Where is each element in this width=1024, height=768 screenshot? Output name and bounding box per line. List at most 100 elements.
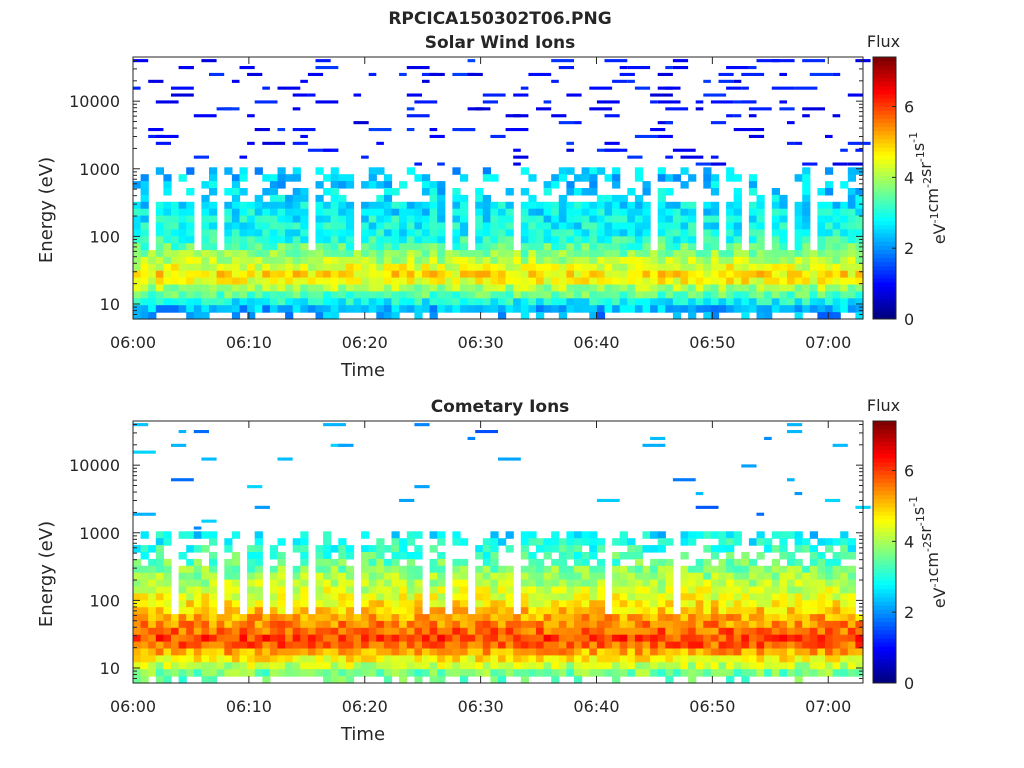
heatmap-cell [520,655,529,663]
heatmap-cell [429,607,438,615]
heatmap-cell [558,312,567,320]
heatmap-cell [406,607,415,615]
heatmap-cell [361,201,370,210]
colorbar-swatch [873,155,896,160]
heatmap-cell [216,634,225,643]
heatmap-cell [741,607,750,615]
heatmap-cell [832,277,841,286]
heatmap-cell [733,215,742,224]
heatmap-cell [171,627,180,636]
heatmap-cell [201,236,210,244]
heatmap-cell [710,181,720,189]
heatmap-cell [612,600,621,608]
heatmap-cell [285,312,294,320]
heatmap-cell [193,620,202,629]
heatmap-cell [133,558,142,567]
heatmap-cell [520,531,529,539]
heatmap-cell [574,572,583,581]
heatmap-cell [695,250,704,258]
heatmap-cell [292,215,301,224]
heatmap-cell [482,572,491,581]
heatmap-cell [779,572,788,581]
heatmap-cell [809,662,818,670]
heatmap-cell [231,620,241,629]
heatmap-cell [665,201,674,210]
heatmap-cell [513,155,529,159]
heatmap-cell [186,634,195,643]
heatmap-cell [847,174,856,182]
heatmap-cell [178,201,187,210]
heatmap-cell [399,676,408,684]
heatmap-cell [505,593,514,601]
heatmap-cell [193,593,202,601]
heatmap-cell [513,634,522,643]
heatmap-cell [475,277,484,286]
heatmap-cell [726,66,749,70]
heatmap-cell [596,565,606,574]
heatmap-cell [695,162,719,166]
heatmap-cell [178,284,187,292]
heatmap-cell [429,250,438,258]
heatmap-cell [710,531,720,539]
heatmap-cell [490,620,499,629]
figure-title: RPCICA150302T06.PNG [388,9,611,29]
heatmap-cell [460,572,469,581]
heatmap-cell [269,627,279,636]
heatmap-cell [718,669,727,677]
heatmap-cell [155,579,164,588]
heatmap-cell [505,655,514,663]
heatmap-cell [391,277,400,286]
heatmap-cell [680,552,689,560]
heatmap-cell [794,492,803,496]
heatmap-cell [543,263,552,272]
heatmap-cell [657,250,666,258]
heatmap-cell [383,593,393,601]
heatmap-cell [133,201,142,210]
heatmap-cell [148,277,157,286]
colorbar-swatch [873,609,896,614]
heatmap-cell [764,270,773,279]
heatmap-cell [414,208,423,217]
heatmap-cell [650,586,659,594]
heatmap-cell [840,634,849,643]
heatmap-cell [292,222,301,230]
heatmap-cell [452,614,461,622]
heatmap-cell [581,208,590,217]
heatmap-cell [832,607,841,615]
heatmap-cell [216,298,225,306]
heatmap-cell [277,270,286,279]
heatmap-cell [338,538,347,546]
heatmap-cell [133,655,142,663]
heatmap-cell [482,538,491,546]
heatmap-cell [216,655,225,663]
heatmap-cell [155,641,164,650]
heatmap-cell [490,250,499,258]
heatmap-cell [254,243,263,251]
heatmap-cell [787,284,796,292]
heatmap-cell [414,655,423,663]
heatmap-cell [224,222,233,230]
heatmap-cell [193,655,202,663]
heatmap-cell [178,634,187,643]
heatmap-cell [406,66,430,70]
heatmap-cell [543,634,552,643]
heatmap-cell [254,655,263,663]
heatmap-cell [209,634,218,643]
heatmap-cell [809,586,818,594]
heatmap-cell [589,312,598,320]
heatmap-cell [467,284,476,292]
heatmap-cell [209,208,218,217]
heatmap-cell [612,565,621,574]
heatmap-cell [330,188,339,196]
heatmap-cell [703,558,712,567]
heatmap-cell [277,291,286,299]
heatmap-cell [657,586,666,594]
heatmap-cell [399,298,408,306]
heatmap-cell [634,250,644,258]
colorbar-frame [872,56,897,320]
heatmap-cell [604,141,620,145]
heatmap-cell [558,305,567,313]
heatmap-cell [657,174,666,182]
heatmap-cell [209,291,218,299]
heatmap-cell [604,208,613,217]
